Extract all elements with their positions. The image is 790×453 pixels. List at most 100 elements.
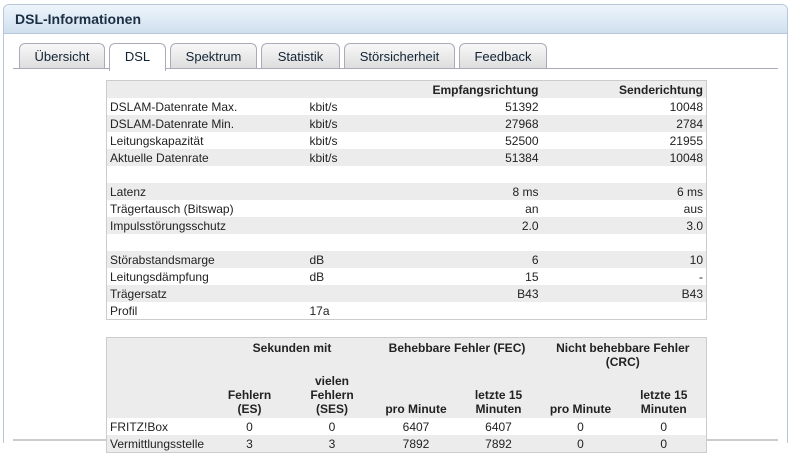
- cell: FRITZ!Box: [110, 419, 169, 434]
- cell: 2784: [676, 116, 703, 131]
- column-header: letzte 15 Minuten: [640, 388, 688, 416]
- cell: 8 ms: [512, 184, 539, 199]
- column-header: vielen Fehlern (SES): [310, 374, 354, 416]
- cell: 0: [577, 436, 584, 451]
- column-header: Fehlern (ES): [227, 388, 272, 416]
- group-header: Sekunden mit: [252, 341, 332, 355]
- cell: 3: [328, 436, 336, 451]
- tab[interactable]: Übersicht: [19, 43, 105, 69]
- cell: [107, 372, 210, 418]
- row: Trägersatz B43 B43: [106, 285, 707, 302]
- cell: 17a: [309, 303, 330, 318]
- tab[interactable]: Statistik: [261, 43, 340, 69]
- column-header-row: Fehlern (ES) vielen Fehlern (SES) pro Minu…: [106, 372, 707, 418]
- cell: [307, 217, 407, 234]
- group-header-row: Sekunden mit Behebbare Fehler (FEC) Nicht …: [106, 337, 707, 373]
- cell: Profil: [110, 303, 138, 318]
- spacer-row: [107, 234, 707, 251]
- row: Latenz 8 ms 6 ms: [106, 183, 707, 200]
- cell: [307, 285, 407, 302]
- cell: Trägertausch (Bitswap): [110, 201, 234, 216]
- cell: [307, 183, 407, 200]
- row: Trägertausch (Bitswap) an aus: [107, 200, 707, 217]
- cell: Latenz: [110, 184, 147, 199]
- cell: Trägersatz: [110, 286, 167, 301]
- cell: 6407: [485, 419, 512, 434]
- cell: 10048: [669, 99, 703, 114]
- column-header: letzte 15 Minuten: [474, 388, 523, 416]
- cell: Störabstandsmarge: [110, 252, 215, 267]
- row: Störabstandsmarge dB 6 10: [106, 251, 707, 268]
- cell: 0: [660, 436, 668, 451]
- cell: 7892: [402, 436, 430, 451]
- cell: Vermittlungsstelle: [110, 436, 205, 451]
- cell: 3.0: [686, 218, 703, 233]
- window: DSL-Informationen Übersicht DSL Spektrum St…: [3, 4, 788, 453]
- page: DSL-Informationen Übersicht DSL Spektrum St…: [3, 4, 788, 453]
- panel: Empfangsrichtung Senderichtung DSLAM-Daten…: [13, 68, 778, 453]
- error-table: Sekunden mit Behebbare Fehler (FEC) Nicht …: [106, 337, 708, 453]
- dsl-table: Empfangsrichtung Senderichtung DSLAM-Daten…: [106, 80, 707, 320]
- cell: B43: [681, 286, 703, 301]
- cell: [307, 81, 407, 99]
- cell: Leitungskapazität: [110, 133, 204, 148]
- cell: kbit/s: [309, 150, 338, 165]
- cell: 10048: [669, 150, 703, 165]
- cell: 15: [525, 269, 539, 284]
- cell: B43: [517, 286, 539, 301]
- row: Impulsstörungsschutz 2.0 3.0: [106, 217, 707, 234]
- cell: [107, 338, 210, 373]
- cell: 0: [246, 419, 253, 434]
- cell: 2.0: [521, 218, 539, 233]
- cell: DSLAM-Datenrate Max.: [110, 99, 238, 114]
- cell: Leitungsdämpfung: [110, 269, 209, 284]
- cell: [542, 302, 707, 320]
- group-header: Behebbare Fehler (FEC): [388, 341, 526, 355]
- cell: 10: [689, 252, 703, 267]
- cell: 52500: [505, 133, 539, 148]
- cell: 0: [660, 419, 668, 434]
- cell: dB: [309, 252, 325, 267]
- tab[interactable]: DSL: [109, 43, 166, 71]
- column-header: Empfangsrichtung: [432, 82, 539, 97]
- header-row: Empfangsrichtung Senderichtung: [106, 80, 707, 99]
- cell: DSLAM-Datenrate Min.: [110, 116, 235, 131]
- cell: 0: [328, 419, 336, 434]
- row: DSLAM-Datenrate Min. kbit/s 27968 2784: [106, 115, 707, 132]
- column-header: pro Minute: [549, 402, 612, 416]
- cell: kbit/s: [309, 133, 338, 148]
- tab[interactable]: Störsicherheit: [344, 43, 455, 69]
- row: Leitungsdämpfung dB 15 -: [107, 268, 707, 285]
- tab[interactable]: Feedback: [459, 43, 547, 69]
- tab[interactable]: Spektrum: [170, 43, 257, 69]
- cell: 7892: [485, 436, 512, 451]
- cell: 27968: [505, 116, 539, 131]
- row: Leitungskapazität kbit/s 52500 21955: [107, 132, 707, 149]
- column-header: pro Minute: [385, 402, 447, 416]
- row: DSLAM-Datenrate Max. kbit/s 51392 10048: [107, 98, 707, 115]
- cell: [307, 200, 407, 217]
- header: DSL-Informationen: [4, 5, 787, 34]
- cell: 6: [531, 252, 539, 267]
- row: Vermittlungsstelle 3 3 7892 7892 0 0: [106, 435, 707, 453]
- row: FRITZ!Box 0 0 6407 6407 0 0: [107, 418, 707, 435]
- spacer-row: [107, 166, 707, 183]
- cell: 3: [246, 436, 253, 451]
- cell: Impulsstörungsschutz: [110, 218, 227, 233]
- cell: 51384: [505, 150, 539, 165]
- cell: Aktuelle Datenrate: [110, 150, 209, 165]
- row: Profil 17a: [107, 302, 707, 320]
- cell: kbit/s: [309, 116, 338, 131]
- cell: kbit/s: [309, 99, 338, 114]
- cell: [407, 302, 542, 320]
- cell: an: [525, 201, 539, 216]
- cell: 6407: [402, 419, 430, 434]
- cell: 6 ms: [676, 184, 703, 199]
- cell: -: [699, 269, 703, 284]
- title: DSL-Informationen: [15, 11, 141, 27]
- column-header: Senderichtung: [618, 82, 703, 97]
- cell: dB: [309, 269, 325, 284]
- row: Aktuelle Datenrate kbit/s 51384 10048: [106, 149, 707, 166]
- group-header: Nicht behebbare Fehler (CRC): [556, 341, 690, 369]
- cell: 51392: [505, 99, 539, 114]
